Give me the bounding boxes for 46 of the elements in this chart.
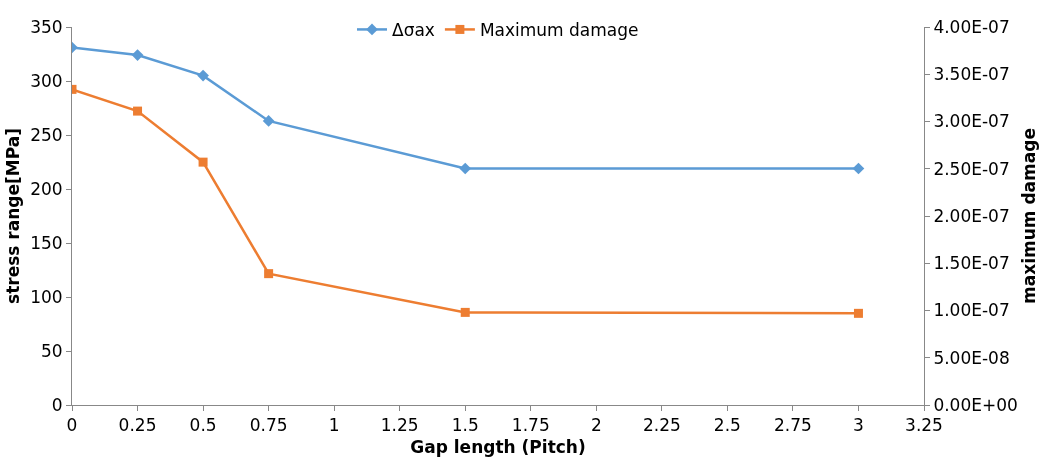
point	[852, 162, 865, 175]
x-tick-label: 2.5	[713, 415, 741, 436]
y-tick-label: 300	[30, 70, 63, 91]
y-tick-label: 200	[30, 178, 63, 199]
x-tick-label: 1.75	[511, 415, 550, 436]
y2-tick-label: 5.00E-08	[933, 347, 1010, 368]
y2-tick-label: 2.50E-07	[933, 158, 1010, 179]
x-tick-label: 2.75	[773, 415, 812, 436]
y-tick-label: 150	[30, 232, 63, 253]
x-tick-label: 3.25	[905, 415, 943, 436]
legend-label: Δσax	[392, 20, 435, 41]
x-tick-label: 2.25	[642, 415, 681, 436]
y2-tick-label: 3.00E-07	[933, 111, 1010, 132]
x-tick-label: 1.5	[451, 415, 479, 436]
x-tick-label: 0.5	[189, 415, 217, 436]
x-tick-label: 0	[66, 415, 78, 436]
y-tick-label: 350	[30, 16, 63, 37]
point	[853, 308, 863, 318]
y2-axis-title: maximum damage	[1019, 128, 1040, 304]
y2-tick-label: 1.50E-07	[933, 253, 1010, 274]
point	[459, 162, 472, 175]
x-axis-title: Gap length (Pitch)	[410, 436, 586, 457]
point	[133, 106, 143, 116]
y2-tick-label: 2.00E-07	[933, 205, 1010, 226]
point	[198, 157, 208, 167]
legend-label: Maximum damage	[479, 20, 639, 41]
point	[460, 307, 470, 317]
y2-tick-label: 0.00E+00	[933, 394, 1018, 415]
y2-tick-label: 1.00E-07	[933, 300, 1010, 321]
y-tick-label: 250	[30, 124, 63, 145]
x-tick-label: 2	[590, 415, 602, 436]
point	[264, 269, 274, 279]
x-tick-label: 0.75	[249, 415, 288, 436]
x-tick-label: 1	[328, 415, 340, 436]
y-tick-label: 0	[51, 394, 63, 415]
point	[197, 69, 209, 82]
y-tick-label: 50	[40, 340, 63, 361]
x-tick-label: 1.25	[380, 415, 419, 436]
point	[262, 115, 275, 127]
y2-tick-label: 3.50E-07	[933, 64, 1010, 85]
y-tick-label: 100	[30, 286, 63, 307]
x-tick-label: 3	[853, 415, 864, 436]
y-axis-title: stress range[MPa]	[2, 128, 23, 304]
point	[131, 49, 144, 61]
x-tick-label: 0.25	[118, 415, 157, 436]
y2-tick-label: 4.00E-07	[933, 16, 1010, 37]
